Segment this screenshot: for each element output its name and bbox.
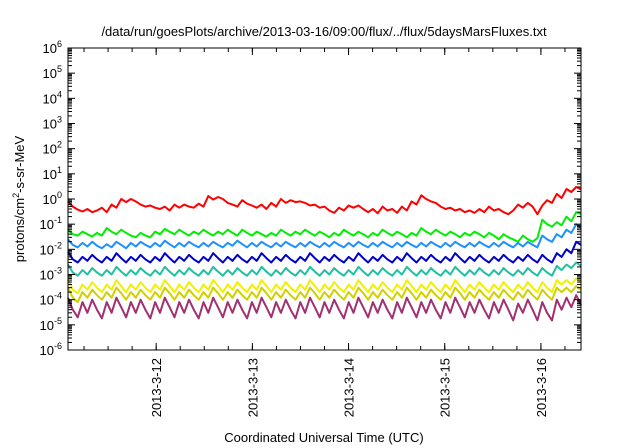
x-tick-label: 2013-3-15 bbox=[438, 358, 453, 417]
y-tick-label: 10-6 bbox=[40, 341, 62, 358]
series-line bbox=[67, 294, 582, 322]
y-tick-base: 10 bbox=[43, 192, 57, 207]
y-tick-label: 104 bbox=[43, 89, 62, 106]
y-tick-exp: 5 bbox=[57, 64, 62, 74]
y-tick-label: 100 bbox=[43, 190, 62, 207]
chart-title: /data/run/goesPlots/archive/2013-03-16/0… bbox=[101, 24, 547, 39]
x-tick-label: 2013-3-13 bbox=[245, 358, 260, 417]
x-tick-label: 2013-3-12 bbox=[149, 358, 164, 417]
y-tick-exp: -5 bbox=[54, 316, 62, 326]
y-tick-base: 10 bbox=[43, 167, 57, 182]
axis-layer: 10-610-510-410-310-210-11001011021031041… bbox=[40, 39, 581, 417]
x-axis-label: Coordinated Universal Time (UTC) bbox=[224, 430, 423, 445]
y-tick-label: 10-1 bbox=[40, 215, 62, 232]
y-axis-label-suffix: -s-sr-MeV bbox=[12, 135, 27, 192]
y-tick-base: 10 bbox=[40, 268, 54, 283]
series-line bbox=[67, 261, 582, 277]
y-tick-exp: -1 bbox=[54, 215, 62, 225]
y-tick-exp: 3 bbox=[57, 115, 62, 125]
y-tick-base: 10 bbox=[40, 217, 54, 232]
series-line bbox=[67, 285, 582, 304]
y-tick-base: 10 bbox=[40, 293, 54, 308]
series-line bbox=[67, 277, 582, 295]
series-line bbox=[67, 240, 582, 264]
y-tick-label: 101 bbox=[43, 165, 62, 182]
y-tick-label: 102 bbox=[43, 140, 62, 157]
y-axis-label: protons/cm2-s-sr-MeV bbox=[11, 135, 27, 262]
y-axis-label-sup: 2 bbox=[11, 193, 21, 198]
y-tick-base: 10 bbox=[43, 91, 57, 106]
series-layer bbox=[67, 186, 582, 322]
y-tick-exp: 1 bbox=[57, 165, 62, 175]
y-tick-label: 10-5 bbox=[40, 316, 62, 333]
y-tick-base: 10 bbox=[43, 66, 57, 81]
y-axis-label-prefix: protons/cm bbox=[12, 198, 27, 262]
y-tick-label: 10-3 bbox=[40, 266, 62, 283]
y-tick-exp: 4 bbox=[57, 89, 62, 99]
x-tick-label: 2013-3-16 bbox=[534, 358, 549, 417]
y-tick-exp: 6 bbox=[57, 39, 62, 49]
y-tick-label: 106 bbox=[43, 39, 62, 56]
y-tick-base: 10 bbox=[43, 142, 57, 157]
y-tick-exp: 2 bbox=[57, 140, 62, 150]
x-tick-label: 2013-3-14 bbox=[342, 358, 357, 417]
y-tick-label: 103 bbox=[43, 115, 62, 132]
y-tick-label: 10-2 bbox=[40, 240, 62, 257]
y-tick-exp: -2 bbox=[54, 240, 62, 250]
y-tick-label: 10-4 bbox=[40, 291, 62, 308]
y-tick-base: 10 bbox=[40, 242, 54, 257]
y-tick-exp: -4 bbox=[54, 291, 62, 301]
series-line bbox=[67, 186, 582, 216]
y-tick-base: 10 bbox=[40, 318, 54, 333]
y-tick-label: 105 bbox=[43, 64, 62, 81]
y-tick-exp: -3 bbox=[54, 266, 62, 276]
y-tick-exp: 0 bbox=[57, 190, 62, 200]
series-line bbox=[67, 211, 582, 243]
y-tick-base: 10 bbox=[43, 117, 57, 132]
y-tick-base: 10 bbox=[40, 343, 54, 358]
plot-frame bbox=[67, 47, 582, 351]
series-line bbox=[67, 223, 582, 250]
y-tick-base: 10 bbox=[43, 41, 57, 56]
y-tick-exp: -6 bbox=[54, 341, 62, 351]
